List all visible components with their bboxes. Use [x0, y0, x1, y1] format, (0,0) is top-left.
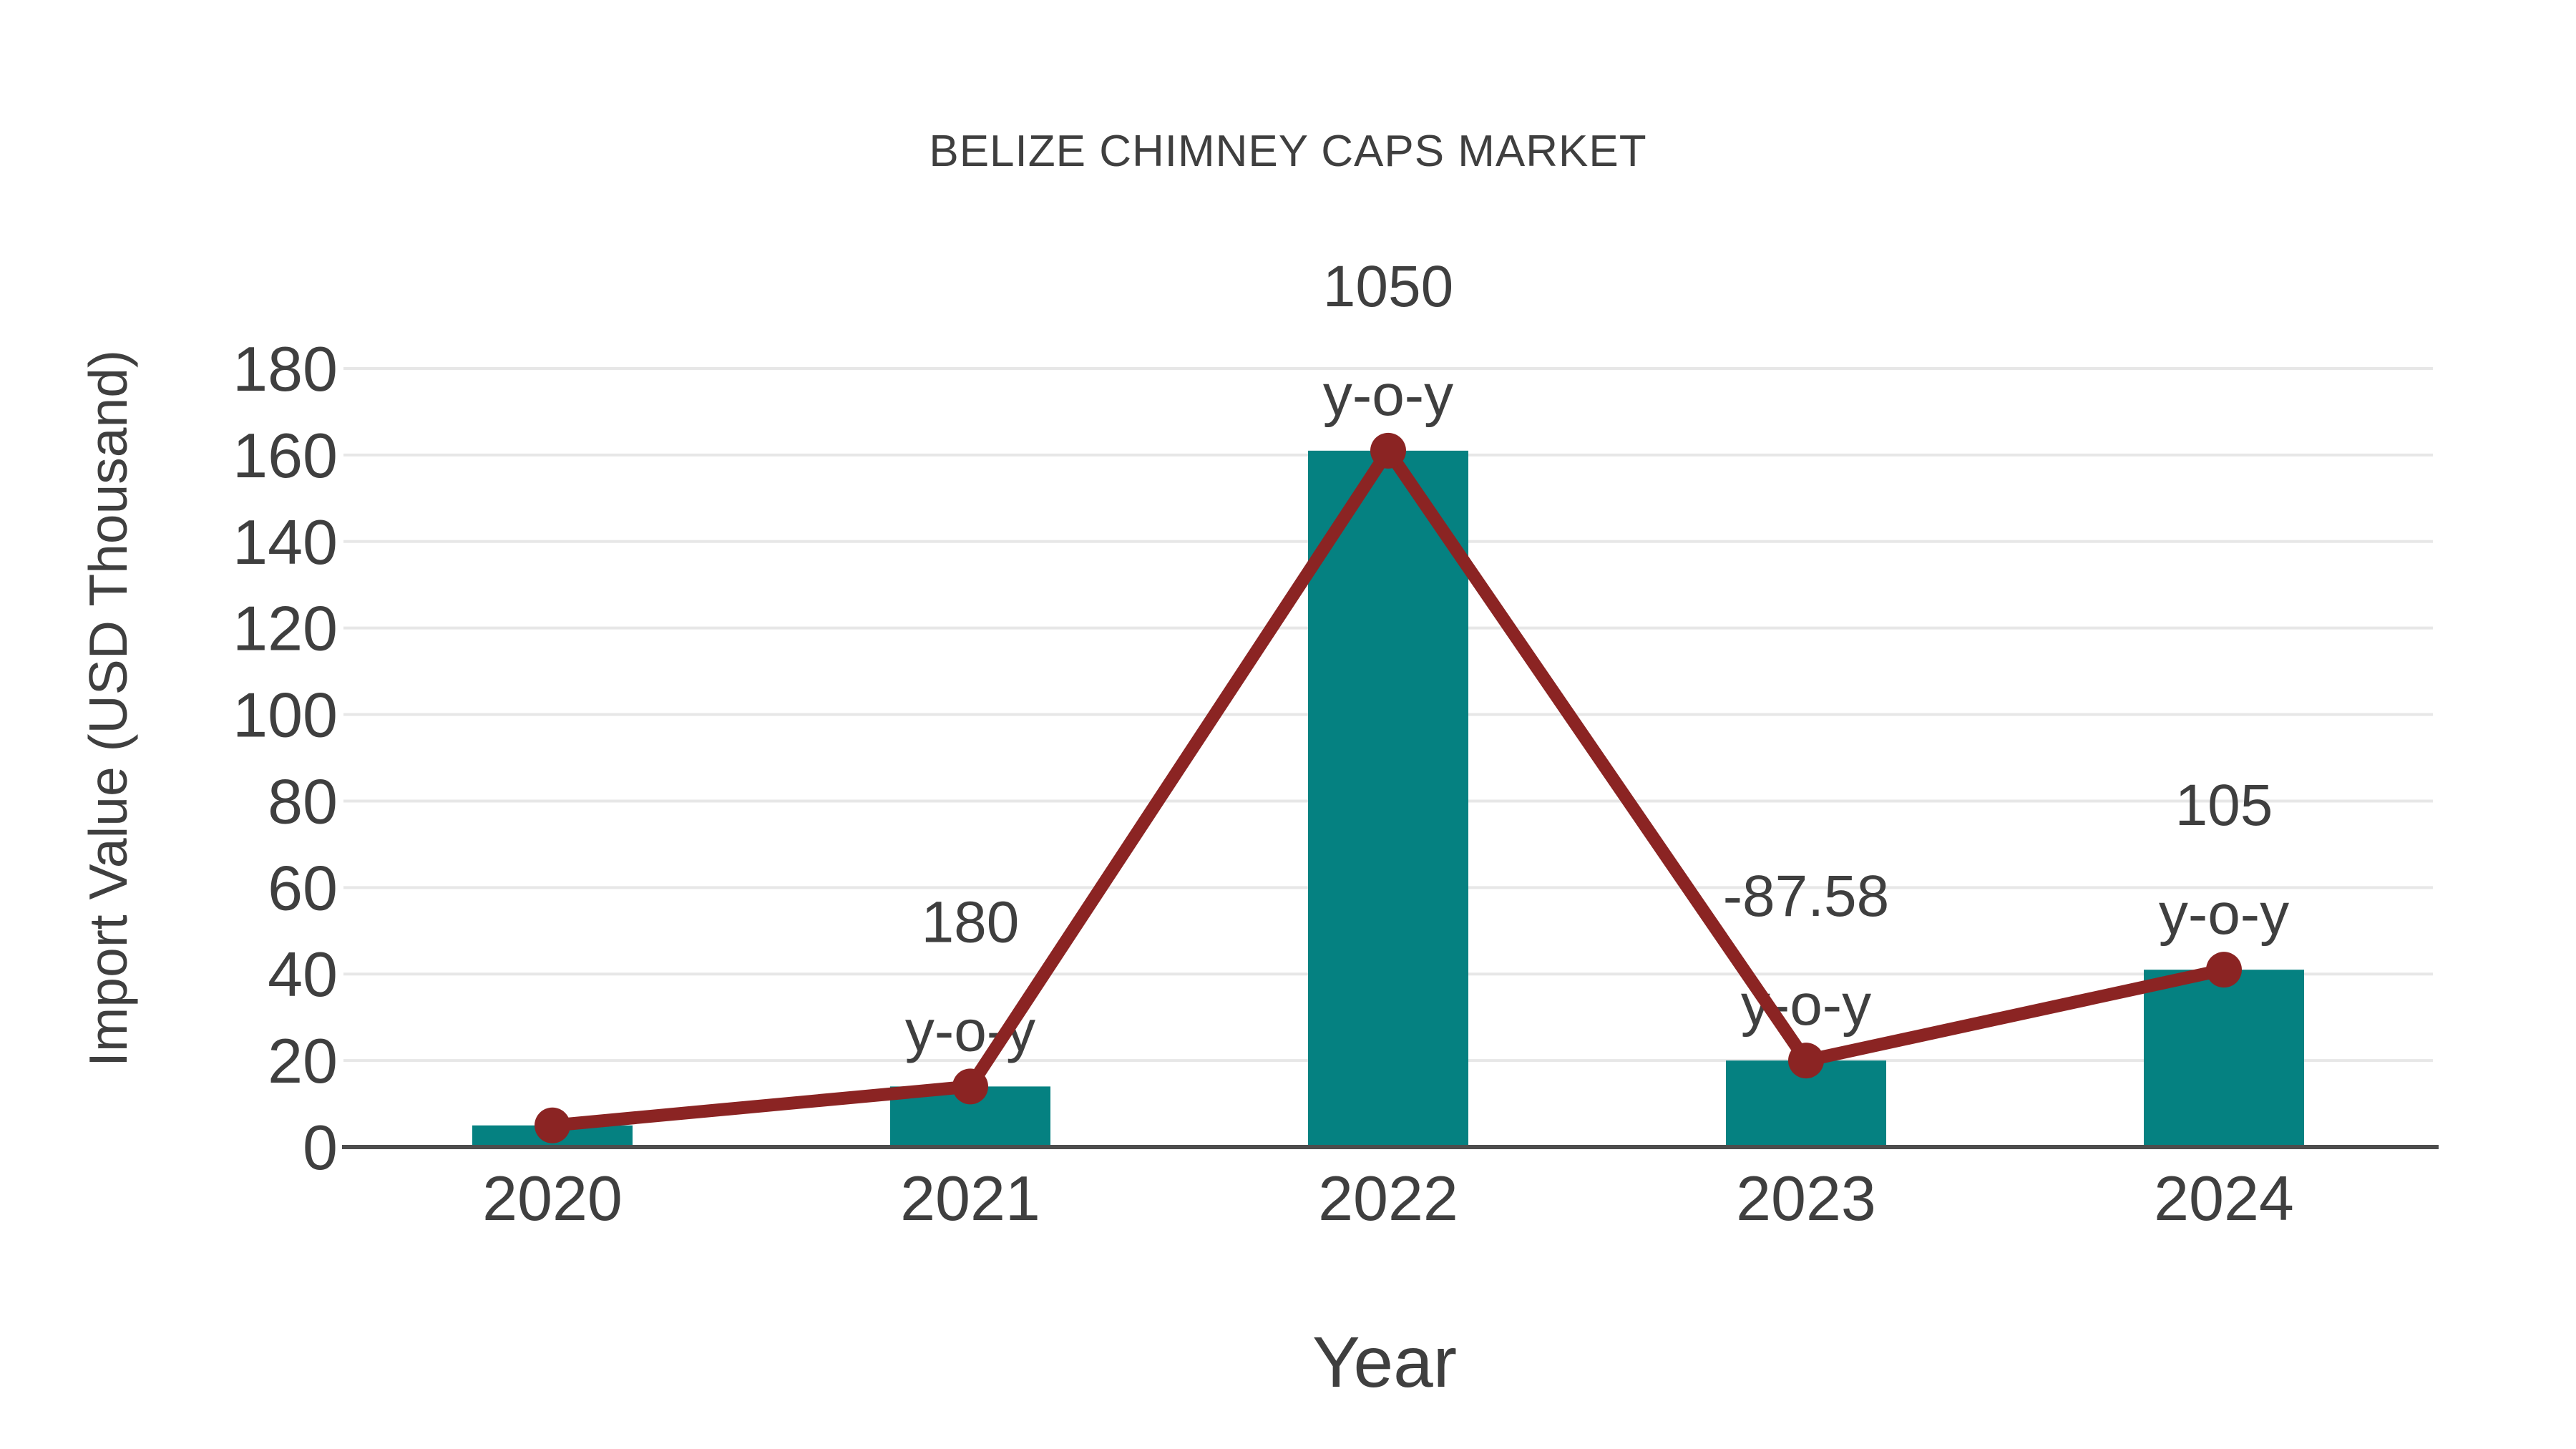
annotation-value-2024: 105 — [2175, 773, 2273, 838]
x-tick-label-2020: 2020 — [482, 1163, 623, 1234]
tick-label-layer: 0 20 40 60 80 100 120 140 160 180 2020 2021 2022 2023… — [233, 333, 2294, 1234]
y-tick-label-120: 120 — [233, 593, 338, 664]
y-tick-label-0: 0 — [303, 1112, 338, 1183]
line-marker-2020[interactable] — [535, 1107, 570, 1143]
chart-title: BELIZE CHIMNEY CAPS MARKET — [929, 127, 1646, 176]
x-tick-label-2023: 2023 — [1736, 1163, 1876, 1234]
bar-series — [472, 450, 2304, 1147]
y-tick-label-100: 100 — [233, 680, 338, 751]
line-marker-2021[interactable] — [952, 1068, 988, 1105]
y-tick-label-60: 60 — [268, 852, 338, 923]
y-tick-label-20: 20 — [268, 1025, 338, 1096]
annotation-value-2022: 1050 — [1323, 254, 1453, 319]
x-tick-label-2021: 2021 — [900, 1163, 1040, 1234]
y-tick-label-40: 40 — [268, 939, 338, 1010]
x-axis-title: Year — [1312, 1322, 1457, 1402]
y-axis-title: Import Value (USD Thousand) — [78, 350, 138, 1067]
bar-2024[interactable] — [2144, 970, 2304, 1147]
y-tick-label-80: 80 — [268, 766, 338, 836]
y-tick-label-160: 160 — [233, 420, 338, 491]
annotation-value-2021: 180 — [922, 889, 1020, 955]
line-marker-2023[interactable] — [1788, 1043, 1824, 1079]
y-tick-label-140: 140 — [233, 507, 338, 577]
bar-2022[interactable] — [1308, 450, 1468, 1147]
y-tick-label-180: 180 — [233, 333, 338, 404]
line-marker-2022[interactable] — [1370, 432, 1406, 469]
x-tick-label-2024: 2024 — [2154, 1163, 2294, 1234]
annotation-unit-2022: y-o-y — [1323, 363, 1453, 428]
annotation-unit-2024: y-o-y — [2159, 882, 2289, 947]
line-series — [535, 432, 2242, 1143]
x-tick-label-2022: 2022 — [1318, 1163, 1458, 1234]
annotation-value-2023: -87.58 — [1723, 864, 1890, 929]
line-marker-2024[interactable] — [2206, 952, 2242, 988]
